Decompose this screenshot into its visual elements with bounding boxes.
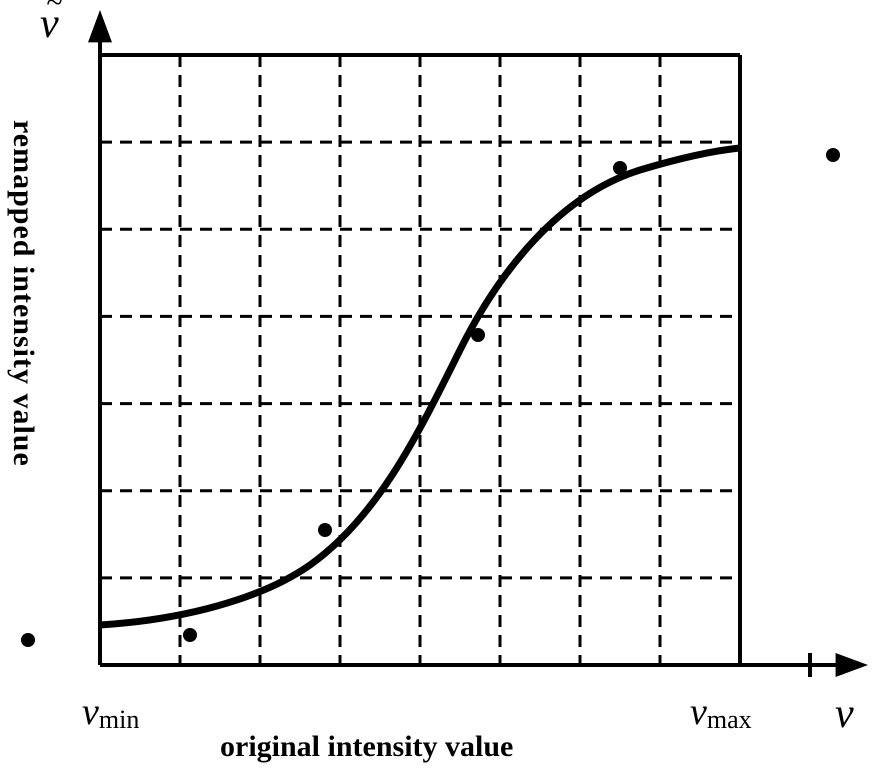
chart-container: ~ v remapped intensity value vmin vmax o… <box>0 0 872 783</box>
y-axis-variable-label: ~ v <box>40 0 59 48</box>
y-axis-label: remapped intensity value <box>6 120 40 467</box>
x-tick-label-min: vmin <box>82 690 139 735</box>
y-axis-arrow <box>88 10 112 42</box>
grid-lines <box>100 55 740 665</box>
x-axis-arrow <box>836 653 868 677</box>
x-axis-variable-label: v <box>835 690 854 738</box>
scatter-points <box>21 148 840 647</box>
x-tick-label-max: vmax <box>690 690 752 735</box>
chart-svg <box>0 0 872 783</box>
x-axis-label: original intensity value <box>220 730 513 764</box>
